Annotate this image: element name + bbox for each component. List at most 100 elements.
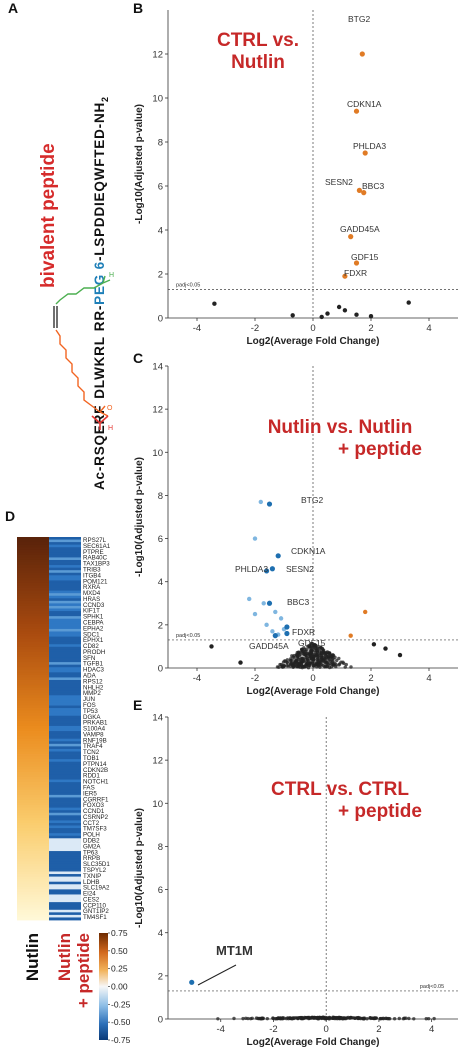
heatmap-cell-nutlin — [17, 728, 49, 732]
gene-row-label: CCT2 — [83, 820, 100, 827]
gene-row-label: RPS12 — [83, 678, 103, 685]
heatmap-cell-nutlin — [17, 812, 49, 816]
heatmap-cell-peptide — [49, 886, 81, 890]
ns-point — [260, 1016, 264, 1020]
svg-text:H: H — [109, 272, 114, 279]
heatmap-cell-nutlin — [17, 715, 49, 719]
heatmap-cell-peptide — [49, 613, 81, 617]
ns-point — [293, 1016, 297, 1020]
heatmap-cell-peptide — [49, 588, 81, 592]
x-tick-label: -4 — [217, 1024, 225, 1035]
heatmap-cell-peptide — [49, 700, 81, 704]
gene-row-label: TCN2 — [83, 749, 100, 756]
ns-point — [308, 655, 312, 659]
colorbar — [99, 933, 108, 1040]
heatmap-cell-peptide — [49, 759, 81, 763]
y-tick-label: 12 — [152, 405, 163, 416]
heatmap-cell-nutlin — [17, 649, 49, 653]
heatmap-cell-nutlin — [17, 876, 49, 880]
heatmap-cell-nutlin — [17, 549, 49, 553]
data-point — [368, 314, 374, 319]
heatmap-cell-peptide — [49, 672, 81, 676]
heatmap-cell-peptide — [49, 570, 81, 574]
data-point — [209, 644, 214, 649]
ns-point — [321, 663, 325, 668]
x-tick-label: 0 — [310, 673, 315, 684]
heatmap-cell-nutlin — [17, 690, 49, 694]
heatmap-cell-nutlin — [17, 866, 49, 870]
gene-row-label: MMP2 — [83, 690, 101, 697]
y-tick-label: 4 — [158, 226, 163, 237]
seq-mid: DLWKRL — [92, 336, 107, 399]
heatmap-cell-peptide — [49, 725, 81, 729]
gene-row-label: CSRNP2 — [83, 814, 109, 821]
heatmap-cell-nutlin — [17, 733, 49, 737]
heatmap-cell-nutlin — [17, 771, 49, 775]
heatmap-cell-peptide — [49, 789, 81, 793]
ns-point — [319, 653, 324, 658]
gene-row-label: TM7SF3 — [83, 826, 107, 833]
heatmap-cell-peptide — [49, 608, 81, 612]
ns-point — [303, 647, 307, 652]
heatmap-cell-nutlin — [17, 738, 49, 742]
heatmap-cell-nutlin — [17, 884, 49, 888]
heatmap-cell-peptide — [49, 585, 81, 589]
heatmap-cell-peptide — [49, 771, 81, 775]
heatmap-cell-nutlin — [17, 743, 49, 747]
ns-point — [407, 1016, 411, 1021]
heatmap-cell-peptide — [49, 572, 81, 576]
heatmap-cell-peptide — [49, 807, 81, 811]
heatmap-cell-peptide — [49, 649, 81, 653]
gene-label-gadd45a: GADD45A — [340, 224, 380, 234]
labeled-point — [284, 624, 290, 630]
heatmap-cell-nutlin — [17, 848, 49, 852]
heatmap-cell-peptide — [49, 787, 81, 791]
ns-point — [353, 1016, 357, 1020]
heatmap-cell-peptide — [49, 828, 81, 832]
data-point — [371, 642, 377, 647]
gene-row-label: NHLH2 — [83, 684, 104, 691]
gene-row-label: TXNIP — [83, 873, 101, 880]
heatmap-cell-nutlin — [17, 914, 49, 918]
ns-point — [412, 1017, 416, 1021]
heatmap-cell-peptide — [49, 843, 81, 847]
data-point — [212, 301, 217, 306]
gene-row-label: SEC61A1 — [83, 543, 111, 550]
labeled-point — [353, 260, 360, 266]
gene-row-label: RRPB — [83, 855, 100, 862]
heatmap-cell-peptide — [49, 797, 81, 801]
labeled-point — [272, 633, 278, 639]
heatmap-cell-nutlin — [17, 799, 49, 803]
heatmap-cell-nutlin — [17, 845, 49, 849]
heatmap-cell-nutlin — [17, 603, 49, 607]
gene-row-label: JUN — [83, 696, 95, 703]
gene-row-label: TGFB1 — [83, 661, 103, 668]
x-tick-label: -2 — [251, 323, 259, 334]
ns-point — [327, 651, 331, 655]
heatmap-cell-nutlin — [17, 651, 49, 655]
ns-point — [316, 657, 320, 661]
heatmap-cell-nutlin — [17, 807, 49, 811]
data-point — [261, 601, 266, 606]
ns-point — [349, 665, 353, 669]
heatmap-cell-peptide — [49, 851, 81, 855]
gene-row-label: SLC35D1 — [83, 861, 110, 868]
gene-label-phlda3: PHLDA3 — [235, 564, 268, 574]
y-axis-title: -Log10(Adjusted p-value) — [134, 104, 145, 224]
ns-point — [329, 654, 333, 659]
heatmap-cell-peptide — [49, 746, 81, 750]
heatmap-cell-nutlin — [17, 708, 49, 712]
colorbar-tick-label: 0.50 — [111, 946, 128, 956]
heatmap-cell-nutlin — [17, 588, 49, 592]
heatmap-cell-peptide — [49, 748, 81, 752]
y-tick-label: 2 — [158, 971, 163, 982]
staple-linker-orange: O — [55, 329, 113, 417]
heatmap-cell-nutlin — [17, 618, 49, 622]
gene-row-label: FOXO3 — [83, 802, 105, 809]
seq-sub: 2 — [100, 96, 110, 102]
ns-point — [337, 663, 341, 667]
heatmap-cell-nutlin — [17, 805, 49, 809]
labeled-point — [359, 51, 365, 57]
heatmap-cell-peptide — [49, 631, 81, 635]
staple-linker-green: H — [55, 272, 114, 305]
